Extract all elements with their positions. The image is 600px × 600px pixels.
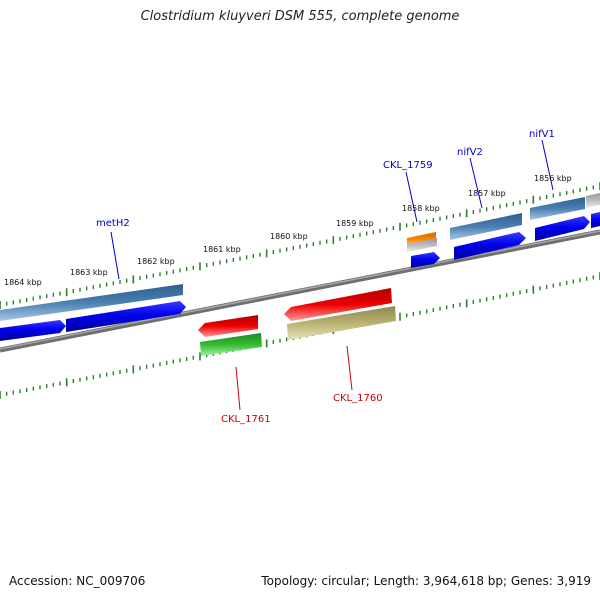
gene-label-nifV2[interactable]: nifV2 (457, 147, 483, 158)
gene-labels: metH2 CKL_1759 nifV2 nifV1 CKL_1761 CKL_… (96, 129, 555, 425)
gene-label-metH2[interactable]: metH2 (96, 218, 130, 229)
cds-arrow-6[interactable] (591, 212, 600, 228)
tick-label: 1856 kbp (534, 174, 572, 183)
gene-bar-khaki-1760[interactable] (287, 306, 396, 340)
gene-label-CKL_1761[interactable]: CKL_1761 (221, 414, 271, 425)
gene-bar-nifV2[interactable] (450, 213, 522, 240)
genome-summary-text: Topology: circular; Length: 3,964,618 bp… (261, 574, 591, 588)
gene-bar-green-1761[interactable] (200, 333, 262, 356)
gene-label-nifV1[interactable]: nifV1 (529, 129, 555, 140)
outer-tick-track (0, 182, 600, 309)
tick-label: 1859 kbp (336, 219, 374, 228)
cds-arrow-1[interactable] (0, 320, 66, 341)
genome-title: Clostridium kluyveri DSM 555, complete g… (140, 9, 460, 24)
tick-label: 1864 kbp (4, 278, 42, 287)
tick-label: 1860 kbp (270, 232, 308, 241)
cds-arrow-3[interactable] (411, 252, 440, 268)
gene-arrow-red-1761[interactable] (198, 315, 258, 337)
gene-bar-nifV1[interactable] (530, 197, 585, 220)
gene-bar-orange[interactable] (407, 232, 436, 245)
genome-backbone-highlight (0, 230, 600, 350)
cds-arrow-4[interactable] (454, 232, 526, 260)
gene-bar-metH2[interactable] (0, 284, 183, 321)
tick-label: 1858 kbp (402, 204, 440, 213)
accession-text: Accession: NC_009706 (9, 574, 146, 588)
gene-label-CKL_1759[interactable]: CKL_1759 (383, 160, 433, 171)
gene-bar-gray-small[interactable] (407, 238, 437, 252)
tick-label: 1862 kbp (137, 257, 175, 266)
gene-leader-lines (110, 139, 554, 411)
gene-bar-gray-edge[interactable] (586, 193, 600, 208)
tick-label: 1863 kbp (70, 268, 108, 277)
tick-label: 1861 kbp (203, 245, 241, 254)
cds-arrow-5[interactable] (535, 216, 590, 241)
gene-label-CKL_1760[interactable]: CKL_1760 (333, 393, 383, 404)
scale-labels: 1864 kbp 1863 kbp 1862 kbp 1861 kbp 1860… (4, 174, 572, 287)
tick-label: 1857 kbp (468, 189, 506, 198)
cds-arrow-2[interactable] (66, 301, 186, 332)
gene-arrow-red-1760[interactable] (284, 288, 392, 321)
